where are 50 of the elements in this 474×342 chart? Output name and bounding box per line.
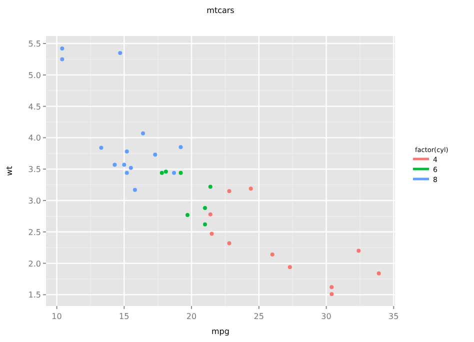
y-tick-label: 1.5 — [28, 290, 41, 300]
y-tick-label: 5.0 — [28, 70, 41, 80]
point — [227, 189, 232, 194]
point — [141, 131, 146, 136]
point — [112, 162, 117, 167]
point — [227, 241, 232, 246]
point — [128, 166, 133, 170]
point — [172, 170, 176, 175]
x-tick-label: 35 — [388, 312, 399, 321]
y-tick-label: 3.0 — [28, 196, 41, 206]
y-tick-label: 2.0 — [28, 259, 41, 268]
y-axis-title: wt — [5, 166, 14, 176]
x-tick-label: 15 — [119, 312, 130, 321]
point — [330, 292, 334, 296]
point — [376, 271, 381, 276]
point — [248, 186, 253, 191]
point — [118, 50, 122, 55]
point — [124, 170, 129, 175]
point — [185, 212, 190, 217]
y-tick-label: 2.5 — [28, 228, 41, 237]
point — [60, 57, 64, 62]
point — [356, 248, 361, 253]
chart-title: mtcars — [206, 6, 234, 15]
point — [124, 150, 129, 154]
point — [288, 265, 292, 270]
point — [208, 212, 212, 216]
point — [210, 232, 214, 236]
point — [270, 252, 274, 257]
point — [164, 170, 168, 174]
point — [122, 162, 126, 167]
point — [208, 184, 212, 189]
point — [330, 285, 334, 290]
x-axis-title: mpg — [212, 327, 230, 336]
x-tick-label: 10 — [52, 312, 62, 321]
point — [203, 206, 208, 210]
x-tick-label: 20 — [186, 312, 197, 321]
point — [203, 222, 208, 226]
x-tick-label: 30 — [321, 312, 332, 321]
point — [160, 170, 164, 175]
point — [178, 145, 183, 150]
x-tick-label: 25 — [254, 312, 264, 321]
point — [132, 188, 137, 192]
point — [178, 170, 183, 175]
point — [99, 146, 104, 150]
y-tick-label: 4.0 — [28, 134, 41, 143]
y-tick-label: 3.5 — [28, 165, 41, 174]
point — [60, 46, 64, 51]
y-tick-label: 4.5 — [28, 102, 41, 112]
point — [153, 152, 158, 157]
y-tick-label: 5.5 — [28, 40, 41, 49]
